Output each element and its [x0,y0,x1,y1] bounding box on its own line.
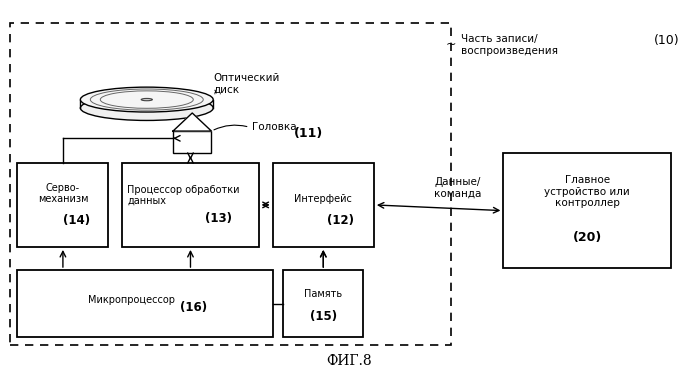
Text: Микропроцессор: Микропроцессор [87,295,175,305]
Bar [273,163,374,247]
Text: Серво-
механизм: Серво- механизм [38,183,88,204]
Ellipse shape [80,87,213,112]
Text: Оптический
диск: Оптический диск [213,74,280,95]
Bar [17,270,273,337]
Text: Головка: Головка [252,122,296,132]
Text: Процессор обработки
данных: Процессор обработки данных [127,185,240,206]
Ellipse shape [141,98,152,101]
Text: ~: ~ [445,38,456,51]
Text: ФИГ.8: ФИГ.8 [326,354,373,368]
Bar [10,23,451,345]
Text: Интерфейс: Интерфейс [294,194,352,204]
Bar [283,270,363,337]
Text: (12): (12) [327,214,354,227]
Text: (14): (14) [64,214,90,227]
Text: Часть записи/
воспроизведения: Часть записи/ воспроизведения [461,34,559,56]
Text: (10): (10) [654,34,679,47]
Text: (11): (11) [294,127,323,139]
Bar [17,163,108,247]
Bar [122,163,259,247]
Text: (20): (20) [572,231,602,244]
Polygon shape [173,113,212,131]
Bar [503,153,671,268]
Text: Данные/
команда: Данные/ команда [434,177,482,198]
Bar [173,131,212,153]
Ellipse shape [80,96,213,120]
Text: Главное
устройство или
контроллер: Главное устройство или контроллер [545,175,630,208]
Text: (13): (13) [205,212,232,225]
Text: Память: Память [304,289,343,299]
Text: (15): (15) [310,311,337,323]
Text: (16): (16) [180,301,208,314]
